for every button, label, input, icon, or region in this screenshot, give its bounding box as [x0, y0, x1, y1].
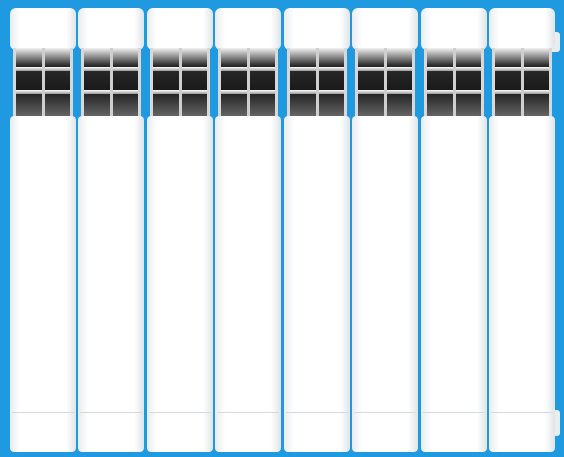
radiator-section	[78, 8, 144, 452]
radiator-section	[352, 8, 418, 452]
radiator-section	[284, 8, 350, 452]
radiator-section	[10, 8, 76, 452]
radiator-section	[489, 8, 555, 452]
radiator-section	[421, 8, 487, 452]
radiator-section	[147, 8, 213, 452]
radiator-section	[215, 8, 281, 452]
